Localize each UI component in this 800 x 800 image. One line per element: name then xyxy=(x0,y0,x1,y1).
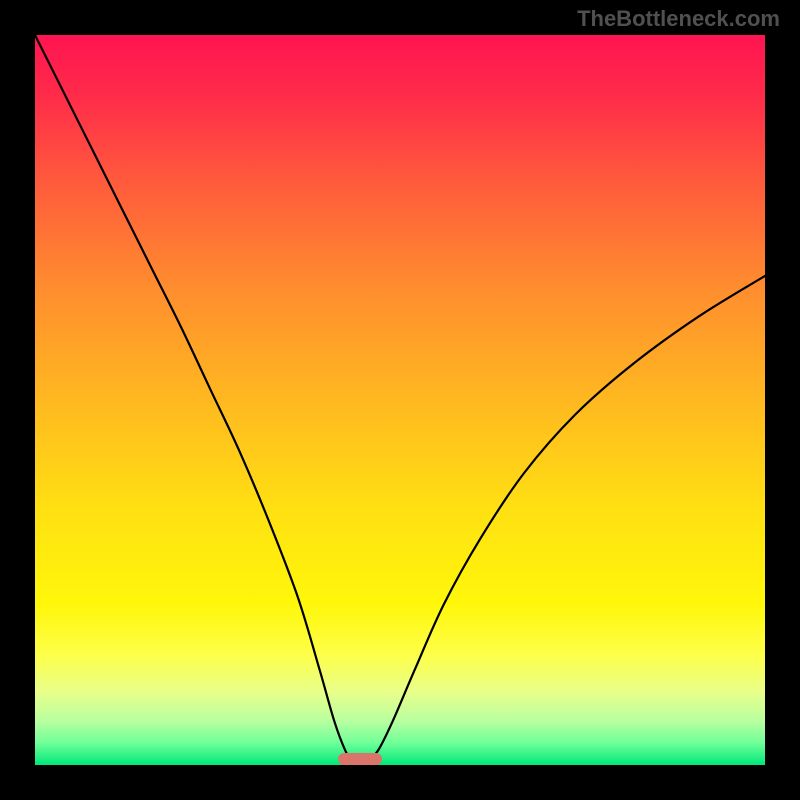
curve-path xyxy=(35,35,765,762)
optimal-marker xyxy=(338,753,382,765)
plot-area xyxy=(35,35,765,765)
watermark-text: TheBottleneck.com xyxy=(577,6,780,32)
bottleneck-curve xyxy=(35,35,765,765)
